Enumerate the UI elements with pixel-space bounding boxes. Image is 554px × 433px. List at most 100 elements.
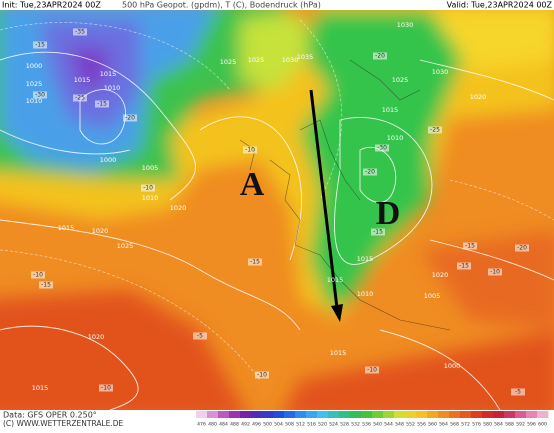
scale-swatch xyxy=(438,411,450,418)
temp-label-box xyxy=(141,184,155,192)
scale-label: 484 xyxy=(219,422,228,428)
scale-swatch xyxy=(394,411,406,418)
temp-label-box xyxy=(463,242,477,250)
scale-label: 476 xyxy=(197,422,206,428)
scale-label: 556 xyxy=(417,422,426,428)
isobar-label: 1020 xyxy=(88,333,105,341)
temp-label-box xyxy=(73,28,87,36)
scale-label: 528 xyxy=(340,422,349,428)
temp-label-box xyxy=(95,100,109,108)
scale-swatch xyxy=(262,411,274,418)
scale-swatch xyxy=(405,411,417,418)
isobar-label: 1015 xyxy=(382,106,399,114)
scale-label: 544 xyxy=(384,422,393,428)
temp-label: -5 xyxy=(197,333,203,340)
temp-label: -15 xyxy=(41,282,51,289)
isobar-label: 1020 xyxy=(470,93,487,101)
temp-label: -10 xyxy=(143,185,153,192)
temp-label: -35 xyxy=(75,29,85,36)
scale-label: 508 xyxy=(285,422,294,428)
isobar-label: 1010 xyxy=(104,84,121,92)
scale-swatch xyxy=(251,411,263,418)
isobar-label: 1030 xyxy=(282,56,299,64)
isobar-label: 1025 xyxy=(117,242,134,250)
temp-label: -25 xyxy=(430,127,440,134)
isobar-label: 1025 xyxy=(392,76,409,84)
temp-label: -20 xyxy=(517,245,527,252)
scale-label: 492 xyxy=(241,422,250,428)
isobar-label: 1020 xyxy=(92,227,109,235)
scale-label: 584 xyxy=(494,422,503,428)
isobar-label: 1010 xyxy=(387,134,404,142)
scale-label: 580 xyxy=(483,422,492,428)
isobar-label: 1015 xyxy=(327,276,344,284)
temp-label-box xyxy=(488,268,502,276)
source-text: Data: GFS OPER 0.250° xyxy=(3,411,97,420)
scale-swatch xyxy=(306,411,318,418)
temp-label: -10 xyxy=(245,147,255,154)
temp-label: -10 xyxy=(367,367,377,374)
temp-label: -15 xyxy=(35,42,45,49)
scale-label: 572 xyxy=(461,422,470,428)
temp-label: -10 xyxy=(257,372,267,379)
scale-label: 516 xyxy=(307,422,316,428)
isobar-label: 1000 xyxy=(26,62,43,70)
scale-label: 488 xyxy=(230,422,239,428)
isobar-label: 1015 xyxy=(32,384,49,392)
scale-swatch xyxy=(339,411,351,418)
scale-swatch xyxy=(493,411,505,418)
scale-swatch xyxy=(229,411,241,418)
scale-swatch xyxy=(449,411,461,418)
field xyxy=(0,10,554,410)
temp-label-box xyxy=(33,41,47,49)
scale-swatch xyxy=(317,411,329,418)
isobar-label: 1030 xyxy=(397,21,414,29)
isobar-label: 1025 xyxy=(26,80,43,88)
scale-label: 600 xyxy=(538,422,547,428)
scale-swatch xyxy=(207,411,219,418)
temp-label: -25 xyxy=(75,95,85,102)
temp-label-box xyxy=(511,388,525,396)
color-scale: 476 480 484 488 492 496 500 504 508 512 516 520 524 5… xyxy=(196,411,549,428)
scale-label: 560 xyxy=(428,422,437,428)
isobar-label: 1005 xyxy=(142,164,159,172)
init-text: Init: Tue,23APR2024 00Z xyxy=(2,1,101,10)
temp-label: -10 xyxy=(33,272,43,279)
scale-label: 536 xyxy=(362,422,371,428)
scale-label: 552 xyxy=(406,422,415,428)
scale-swatch xyxy=(537,411,549,418)
isobar-label: 1015 xyxy=(74,76,91,84)
scale-label: 576 xyxy=(472,422,481,428)
temp-label: -15 xyxy=(465,243,475,250)
temp-label-box xyxy=(255,371,269,379)
isobar-label: 1015 xyxy=(100,70,117,78)
isobar-label: 1000 xyxy=(100,156,117,164)
scale-label: 496 xyxy=(252,422,261,428)
temp-label-box xyxy=(428,126,442,134)
isobar-label: 1015 xyxy=(58,224,75,232)
isobar-label: 1015 xyxy=(330,349,347,357)
temp-label: -15 xyxy=(373,229,383,236)
scale-label: 588 xyxy=(505,422,514,428)
isobar-label: 1025 xyxy=(248,56,265,64)
scale-label: 592 xyxy=(516,422,525,428)
scale-swatch xyxy=(196,411,208,418)
temp-label-box xyxy=(375,144,389,152)
scale-swatch xyxy=(515,411,527,418)
temp-label-box xyxy=(73,94,87,102)
contour-labels: 1000 1025 1010 1015 1010 1000 1015 1020 1025 1030… xyxy=(26,21,529,396)
isobar-label: 1020 xyxy=(170,204,187,212)
isobar-label: 1025 xyxy=(220,58,237,66)
temp-label-box xyxy=(363,168,377,176)
low-label: D xyxy=(376,195,401,232)
scale-label: 500 xyxy=(263,422,272,428)
scale-swatch xyxy=(427,411,439,418)
scale-swatch xyxy=(361,411,373,418)
temp-label-box xyxy=(31,271,45,279)
scale-swatch xyxy=(284,411,296,418)
header-bar xyxy=(0,0,554,10)
scale-swatch xyxy=(218,411,230,418)
copyright-text: (C) WWW.WETTERZENTRALE.DE xyxy=(3,419,124,428)
